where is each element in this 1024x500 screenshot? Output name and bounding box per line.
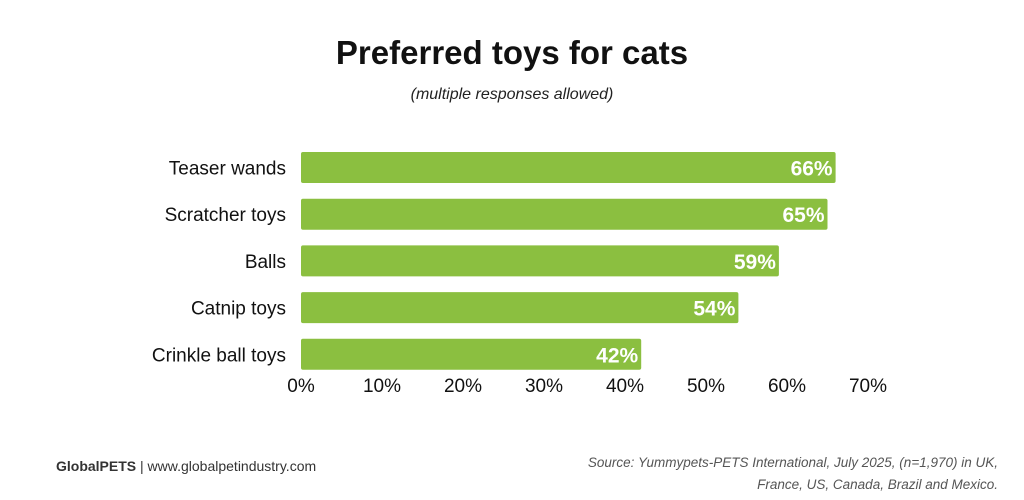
data-label: 42% xyxy=(596,344,638,367)
bar xyxy=(301,198,828,230)
x-tick-label: 10% xyxy=(363,376,401,397)
category-label: Teaser wands xyxy=(169,159,286,180)
x-tick-label: 40% xyxy=(606,376,644,397)
category-label: Balls xyxy=(245,252,286,273)
data-label: 66% xyxy=(791,158,833,181)
bar xyxy=(301,338,642,370)
separator: | xyxy=(136,458,148,474)
x-tick-label: 30% xyxy=(525,376,563,397)
bar xyxy=(301,292,739,324)
footer-brand: GlobalPETS | www.globalpetindustry.com xyxy=(56,458,316,474)
chart-subtitle: (multiple responses allowed) xyxy=(410,86,614,103)
x-tick-label: 20% xyxy=(444,376,482,397)
website-link[interactable]: www.globalpetindustry.com xyxy=(147,458,317,474)
category-label: Crinkle ball toys xyxy=(152,345,286,366)
brand-name: GlobalPETS xyxy=(56,458,137,474)
x-tick-label: 50% xyxy=(687,376,725,397)
data-label: 59% xyxy=(734,251,776,274)
data-label: 65% xyxy=(782,204,824,227)
x-tick-label: 0% xyxy=(287,376,315,397)
source-line-2: France, US, Canada, Brazil and Mexico. xyxy=(757,477,998,492)
bar xyxy=(301,152,836,183)
x-tick-label: 70% xyxy=(849,376,887,397)
bar xyxy=(301,245,779,277)
bar-chart: Teaser wands 66% Scratcher toys 65% Balls 59%… xyxy=(152,152,887,397)
category-label: Catnip toys xyxy=(191,299,286,320)
data-label: 54% xyxy=(693,298,735,321)
chart-title: Preferred toys for cats xyxy=(335,34,689,71)
source-line-1: Source: Yummypets-PETS International, Ju… xyxy=(587,455,998,470)
category-label: Scratcher toys xyxy=(165,205,286,226)
x-tick-label: 60% xyxy=(768,376,806,397)
source-note: Source: Yummypets-PETS International, Ju… xyxy=(588,452,998,496)
